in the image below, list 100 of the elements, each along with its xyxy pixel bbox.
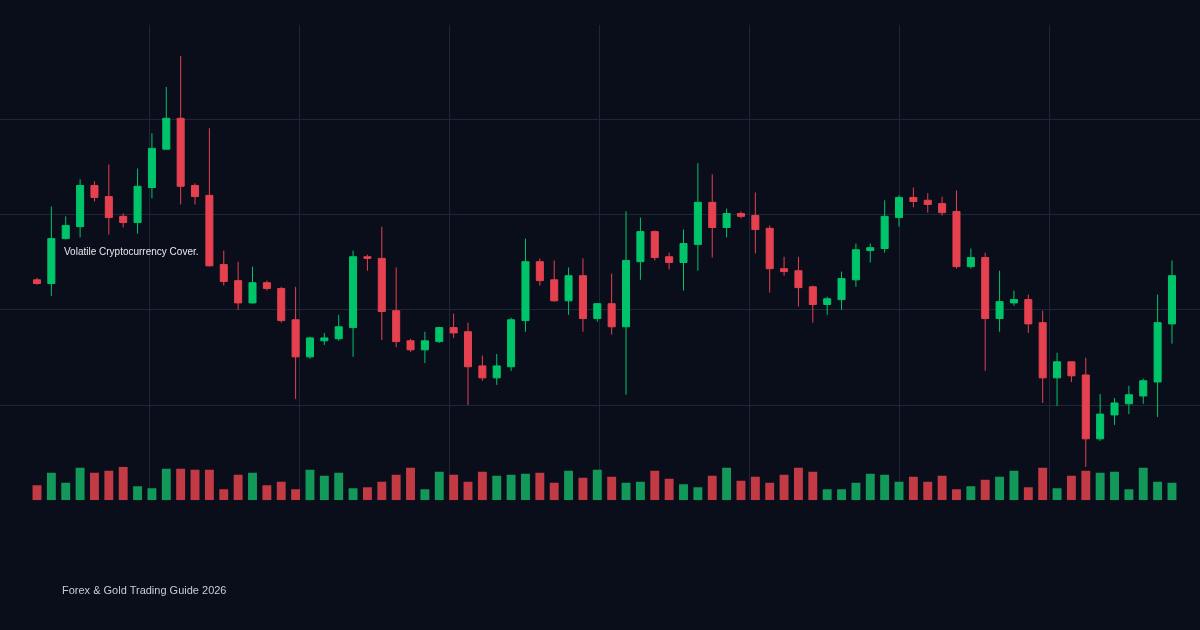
bar — [118, 466, 128, 501]
bar — [449, 474, 459, 501]
bar — [233, 474, 243, 501]
candlestick — [191, 182, 200, 205]
candlestick — [1167, 259, 1176, 345]
candlestick — [392, 266, 401, 348]
candlestick — [837, 271, 846, 311]
bar — [262, 485, 272, 501]
candlestick — [909, 187, 918, 208]
bar — [865, 473, 875, 501]
bar — [549, 482, 559, 501]
candlestick — [751, 191, 760, 254]
bar — [793, 467, 803, 501]
bar — [1153, 481, 1163, 501]
candlestick — [406, 338, 415, 353]
bar — [822, 489, 832, 501]
candlestick — [76, 178, 85, 238]
candlestick — [176, 55, 185, 205]
candlestick — [736, 210, 745, 219]
bar — [908, 476, 918, 501]
candlestick — [104, 163, 113, 235]
bar — [420, 489, 430, 501]
bar — [204, 469, 214, 501]
bar — [564, 470, 574, 501]
bar — [722, 467, 732, 501]
bar — [506, 474, 516, 501]
candlestick — [147, 132, 156, 199]
candlestick — [535, 257, 544, 287]
bar — [90, 472, 99, 501]
candlestick — [521, 238, 530, 333]
candlestick — [650, 229, 659, 261]
bar — [521, 473, 530, 501]
candlestick — [1067, 361, 1076, 383]
bar — [1095, 472, 1105, 501]
candlestick — [507, 317, 516, 372]
bar — [1138, 467, 1148, 501]
candlestick — [708, 173, 717, 259]
candlestick — [693, 162, 702, 272]
bar — [1081, 470, 1091, 501]
bar — [334, 472, 344, 501]
bar — [808, 471, 818, 501]
bar — [377, 481, 387, 501]
bar — [1110, 471, 1119, 501]
candlestick — [1024, 294, 1033, 334]
candlestick — [205, 127, 214, 268]
bar — [966, 486, 976, 501]
bar — [133, 486, 143, 501]
candlestick — [1110, 397, 1119, 426]
candlestick — [363, 254, 372, 272]
bar — [1023, 487, 1033, 501]
candlestick — [981, 252, 990, 372]
candlestick — [679, 229, 688, 292]
candlestick — [277, 286, 286, 324]
candlestick — [61, 215, 70, 240]
bar — [276, 481, 286, 501]
bar — [219, 489, 229, 501]
candlestick — [665, 252, 674, 271]
bar — [319, 475, 329, 501]
bar — [46, 472, 56, 501]
candlestick — [1124, 385, 1133, 415]
candlestick — [636, 217, 645, 281]
bar — [995, 476, 1005, 501]
bar — [1009, 470, 1019, 501]
bar — [477, 471, 487, 501]
bar — [75, 467, 85, 501]
bar — [880, 474, 890, 501]
candlestick — [880, 199, 889, 254]
candlestick — [1139, 378, 1148, 405]
candlestick — [966, 248, 975, 270]
candlestick — [722, 208, 731, 238]
bar — [362, 487, 372, 501]
bar — [779, 474, 789, 501]
candlestick — [1096, 393, 1105, 442]
bar — [61, 482, 71, 501]
bar — [837, 489, 846, 501]
bar — [1052, 488, 1062, 501]
annotation: Volatile Cryptocurrency Cover. — [64, 246, 199, 257]
bar — [291, 489, 301, 501]
bar — [147, 488, 157, 501]
candlestick — [463, 322, 473, 406]
bar — [607, 476, 617, 501]
bar — [635, 481, 645, 501]
candlestick — [952, 189, 961, 270]
candlestick — [219, 250, 228, 287]
bar — [693, 487, 703, 501]
candlestick — [435, 326, 444, 344]
candlestick — [765, 224, 774, 294]
bar — [765, 482, 775, 501]
bar — [492, 475, 502, 501]
candlestick — [305, 336, 314, 360]
candlestick — [607, 273, 616, 336]
candlestick — [622, 210, 631, 396]
candlestick — [794, 256, 803, 308]
candlestick — [492, 353, 501, 386]
candlestick — [851, 243, 860, 288]
bar — [952, 489, 961, 501]
bar — [391, 474, 401, 501]
candlestick — [995, 270, 1004, 333]
candlestick — [780, 256, 789, 277]
bar — [348, 488, 358, 501]
